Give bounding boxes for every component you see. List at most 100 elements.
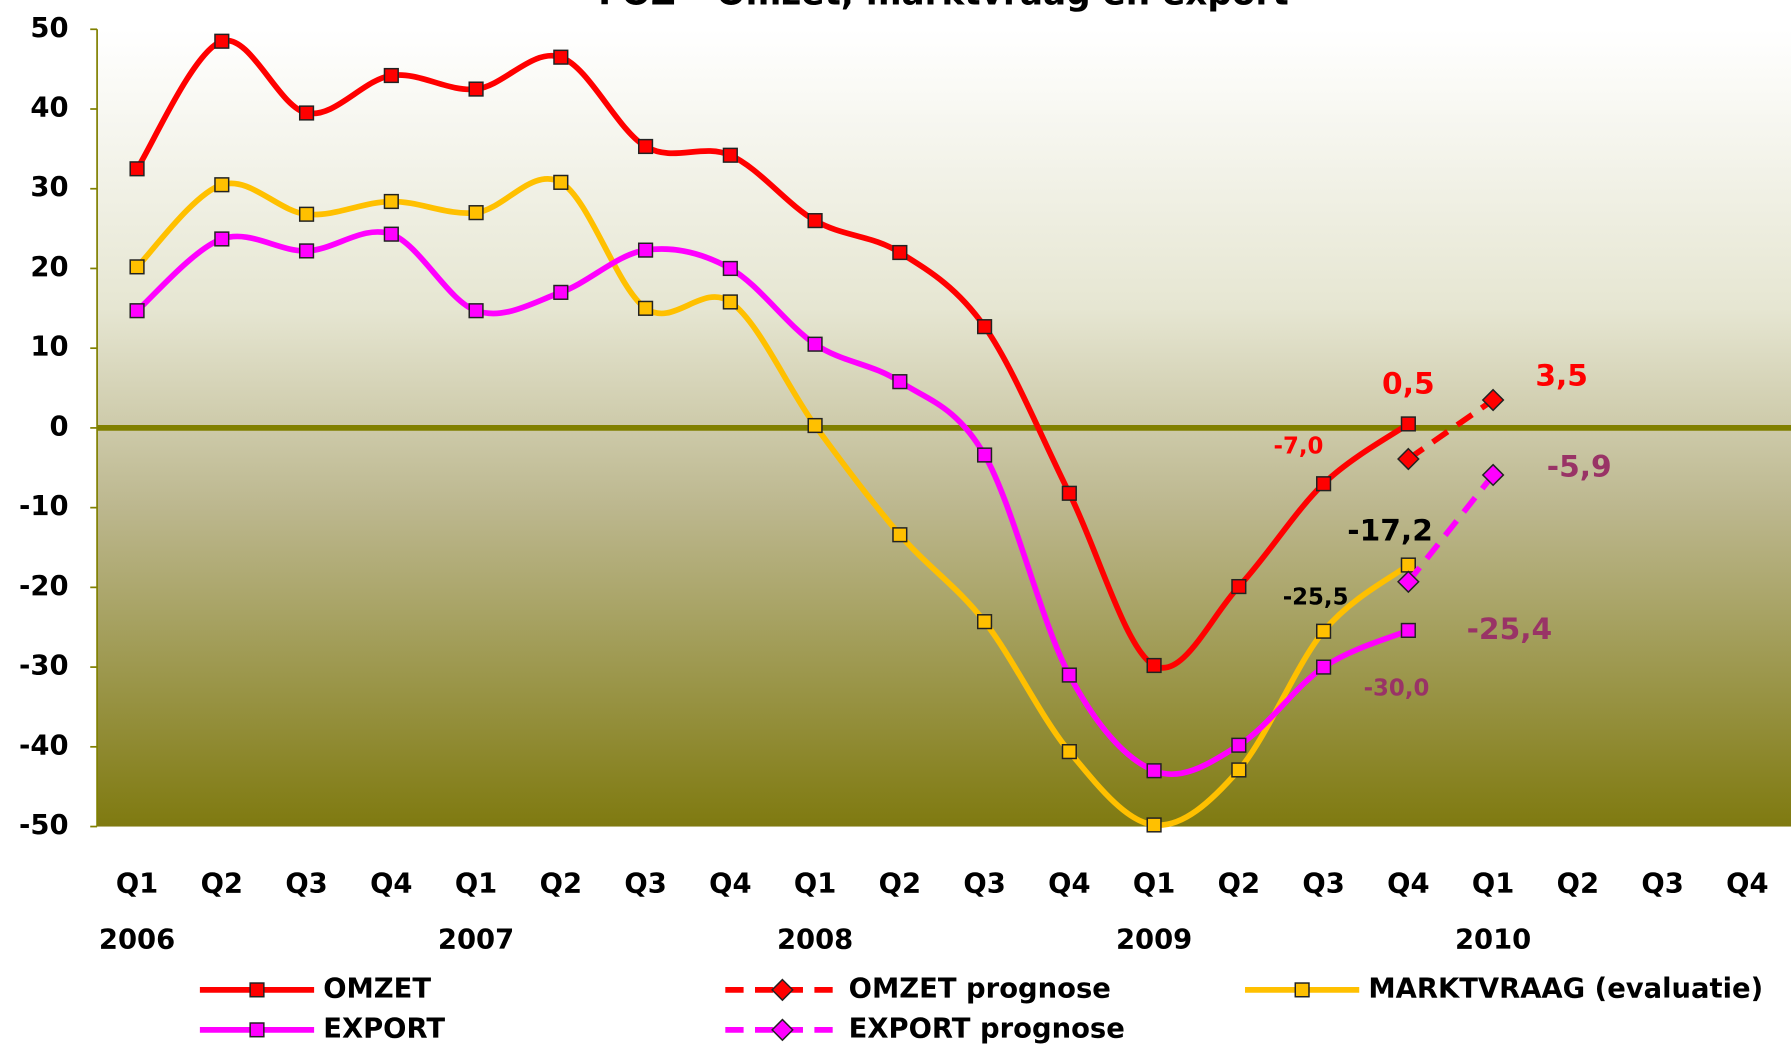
x-tick-label: Q1 bbox=[116, 868, 158, 899]
y-tick-label: 50 bbox=[30, 13, 68, 44]
x-tick-label: Q3 bbox=[1302, 868, 1344, 899]
marker bbox=[892, 374, 908, 390]
series-line bbox=[1406, 473, 1496, 584]
marker bbox=[1400, 557, 1416, 573]
marker bbox=[129, 259, 145, 275]
y-tick-label: -50 bbox=[19, 810, 69, 841]
marker bbox=[722, 260, 738, 277]
x-tick-label: Q1 bbox=[455, 868, 497, 899]
marker bbox=[976, 319, 993, 335]
x-tick-label: Q1 bbox=[1133, 868, 1175, 899]
marker bbox=[553, 284, 569, 300]
x-tick-label: Q4 bbox=[1387, 868, 1429, 899]
legend-marker bbox=[249, 982, 265, 998]
legend-label: EXPORT bbox=[323, 1013, 445, 1044]
marker bbox=[1400, 416, 1416, 432]
marker bbox=[976, 614, 993, 630]
marker bbox=[1400, 622, 1416, 639]
marker bbox=[1231, 737, 1247, 753]
marker bbox=[892, 527, 908, 543]
y-tick-label: 10 bbox=[30, 332, 68, 363]
marker bbox=[807, 417, 823, 434]
marker bbox=[1316, 623, 1332, 639]
data-label: 0,5 bbox=[1382, 367, 1435, 402]
y-tick-label: -20 bbox=[19, 571, 69, 602]
legend-marker bbox=[771, 978, 794, 1002]
year-label: 2006 bbox=[99, 924, 175, 955]
marker bbox=[468, 303, 484, 319]
y-tick-label: -30 bbox=[19, 651, 69, 682]
marker bbox=[807, 336, 823, 352]
marker bbox=[1061, 744, 1077, 760]
legend-label: OMZET prognose bbox=[849, 973, 1111, 1004]
chart-title: FOZ – Omzet, marktvraag en export bbox=[598, 0, 1289, 14]
marker bbox=[383, 193, 399, 210]
marker bbox=[892, 244, 908, 261]
marker bbox=[976, 447, 993, 463]
marker bbox=[129, 303, 145, 319]
legend-marker bbox=[1294, 982, 1310, 998]
y-tick-label: 40 bbox=[30, 93, 68, 124]
year-label: 2009 bbox=[1116, 924, 1192, 955]
marker bbox=[1061, 667, 1077, 683]
data-label: -17,2 bbox=[1347, 513, 1433, 548]
x-tick-label: Q3 bbox=[285, 868, 327, 899]
x-tick-label: Q3 bbox=[1641, 868, 1683, 899]
x-tick-label: Q2 bbox=[540, 868, 582, 899]
data-label: -25,4 bbox=[1467, 612, 1553, 647]
x-tick-label: Q3 bbox=[624, 868, 666, 899]
marker bbox=[637, 138, 654, 155]
marker bbox=[1316, 659, 1332, 675]
marker bbox=[1481, 463, 1505, 487]
marker bbox=[807, 213, 823, 229]
marker bbox=[1146, 817, 1162, 833]
legend-marker bbox=[771, 1018, 794, 1042]
x-tick-label: Q1 bbox=[794, 868, 836, 899]
marker bbox=[383, 67, 399, 84]
marker bbox=[1231, 762, 1247, 778]
series-line bbox=[135, 176, 1411, 828]
marker bbox=[637, 242, 654, 258]
marker bbox=[637, 300, 654, 316]
marker bbox=[468, 205, 484, 221]
year-label: 2010 bbox=[1455, 924, 1531, 955]
series-line bbox=[135, 229, 1410, 778]
marker bbox=[1316, 476, 1332, 492]
marker bbox=[383, 226, 399, 242]
marker bbox=[1146, 763, 1162, 779]
x-tick-label: Q2 bbox=[1557, 868, 1599, 899]
legend-label: OMZET bbox=[323, 973, 431, 1004]
y-tick-label: -10 bbox=[19, 491, 69, 522]
x-tick-label: Q4 bbox=[1726, 868, 1768, 899]
legend-label: EXPORT prognose bbox=[849, 1013, 1125, 1044]
data-label: -7,0 bbox=[1274, 434, 1324, 460]
year-label: 2007 bbox=[438, 924, 514, 955]
x-tick-label: Q1 bbox=[1472, 868, 1514, 899]
x-tick-label: Q2 bbox=[201, 868, 243, 899]
marker bbox=[1481, 388, 1505, 412]
series-line bbox=[134, 37, 1411, 671]
marker bbox=[298, 105, 315, 121]
legend-label: MARKTVRAAG (evaluatie) bbox=[1368, 973, 1763, 1004]
marker bbox=[553, 174, 569, 190]
x-tick-label: Q2 bbox=[1218, 868, 1260, 899]
y-tick-label: 30 bbox=[30, 172, 68, 203]
marker bbox=[214, 33, 230, 49]
marker bbox=[214, 231, 230, 247]
marker bbox=[1397, 570, 1420, 594]
marker bbox=[553, 49, 569, 65]
marker bbox=[214, 177, 230, 193]
marker bbox=[129, 161, 145, 177]
marker bbox=[722, 147, 738, 163]
data-label: -30,0 bbox=[1364, 675, 1430, 701]
x-tick-label: Q3 bbox=[963, 868, 1005, 899]
data-label: 3,5 bbox=[1535, 359, 1588, 394]
marker bbox=[1397, 447, 1420, 471]
marker bbox=[1231, 578, 1247, 595]
year-label: 2008 bbox=[777, 924, 853, 955]
marker bbox=[1061, 485, 1077, 501]
data-label: -25,5 bbox=[1283, 585, 1349, 611]
marker bbox=[298, 206, 315, 222]
legend-marker bbox=[249, 1022, 265, 1038]
